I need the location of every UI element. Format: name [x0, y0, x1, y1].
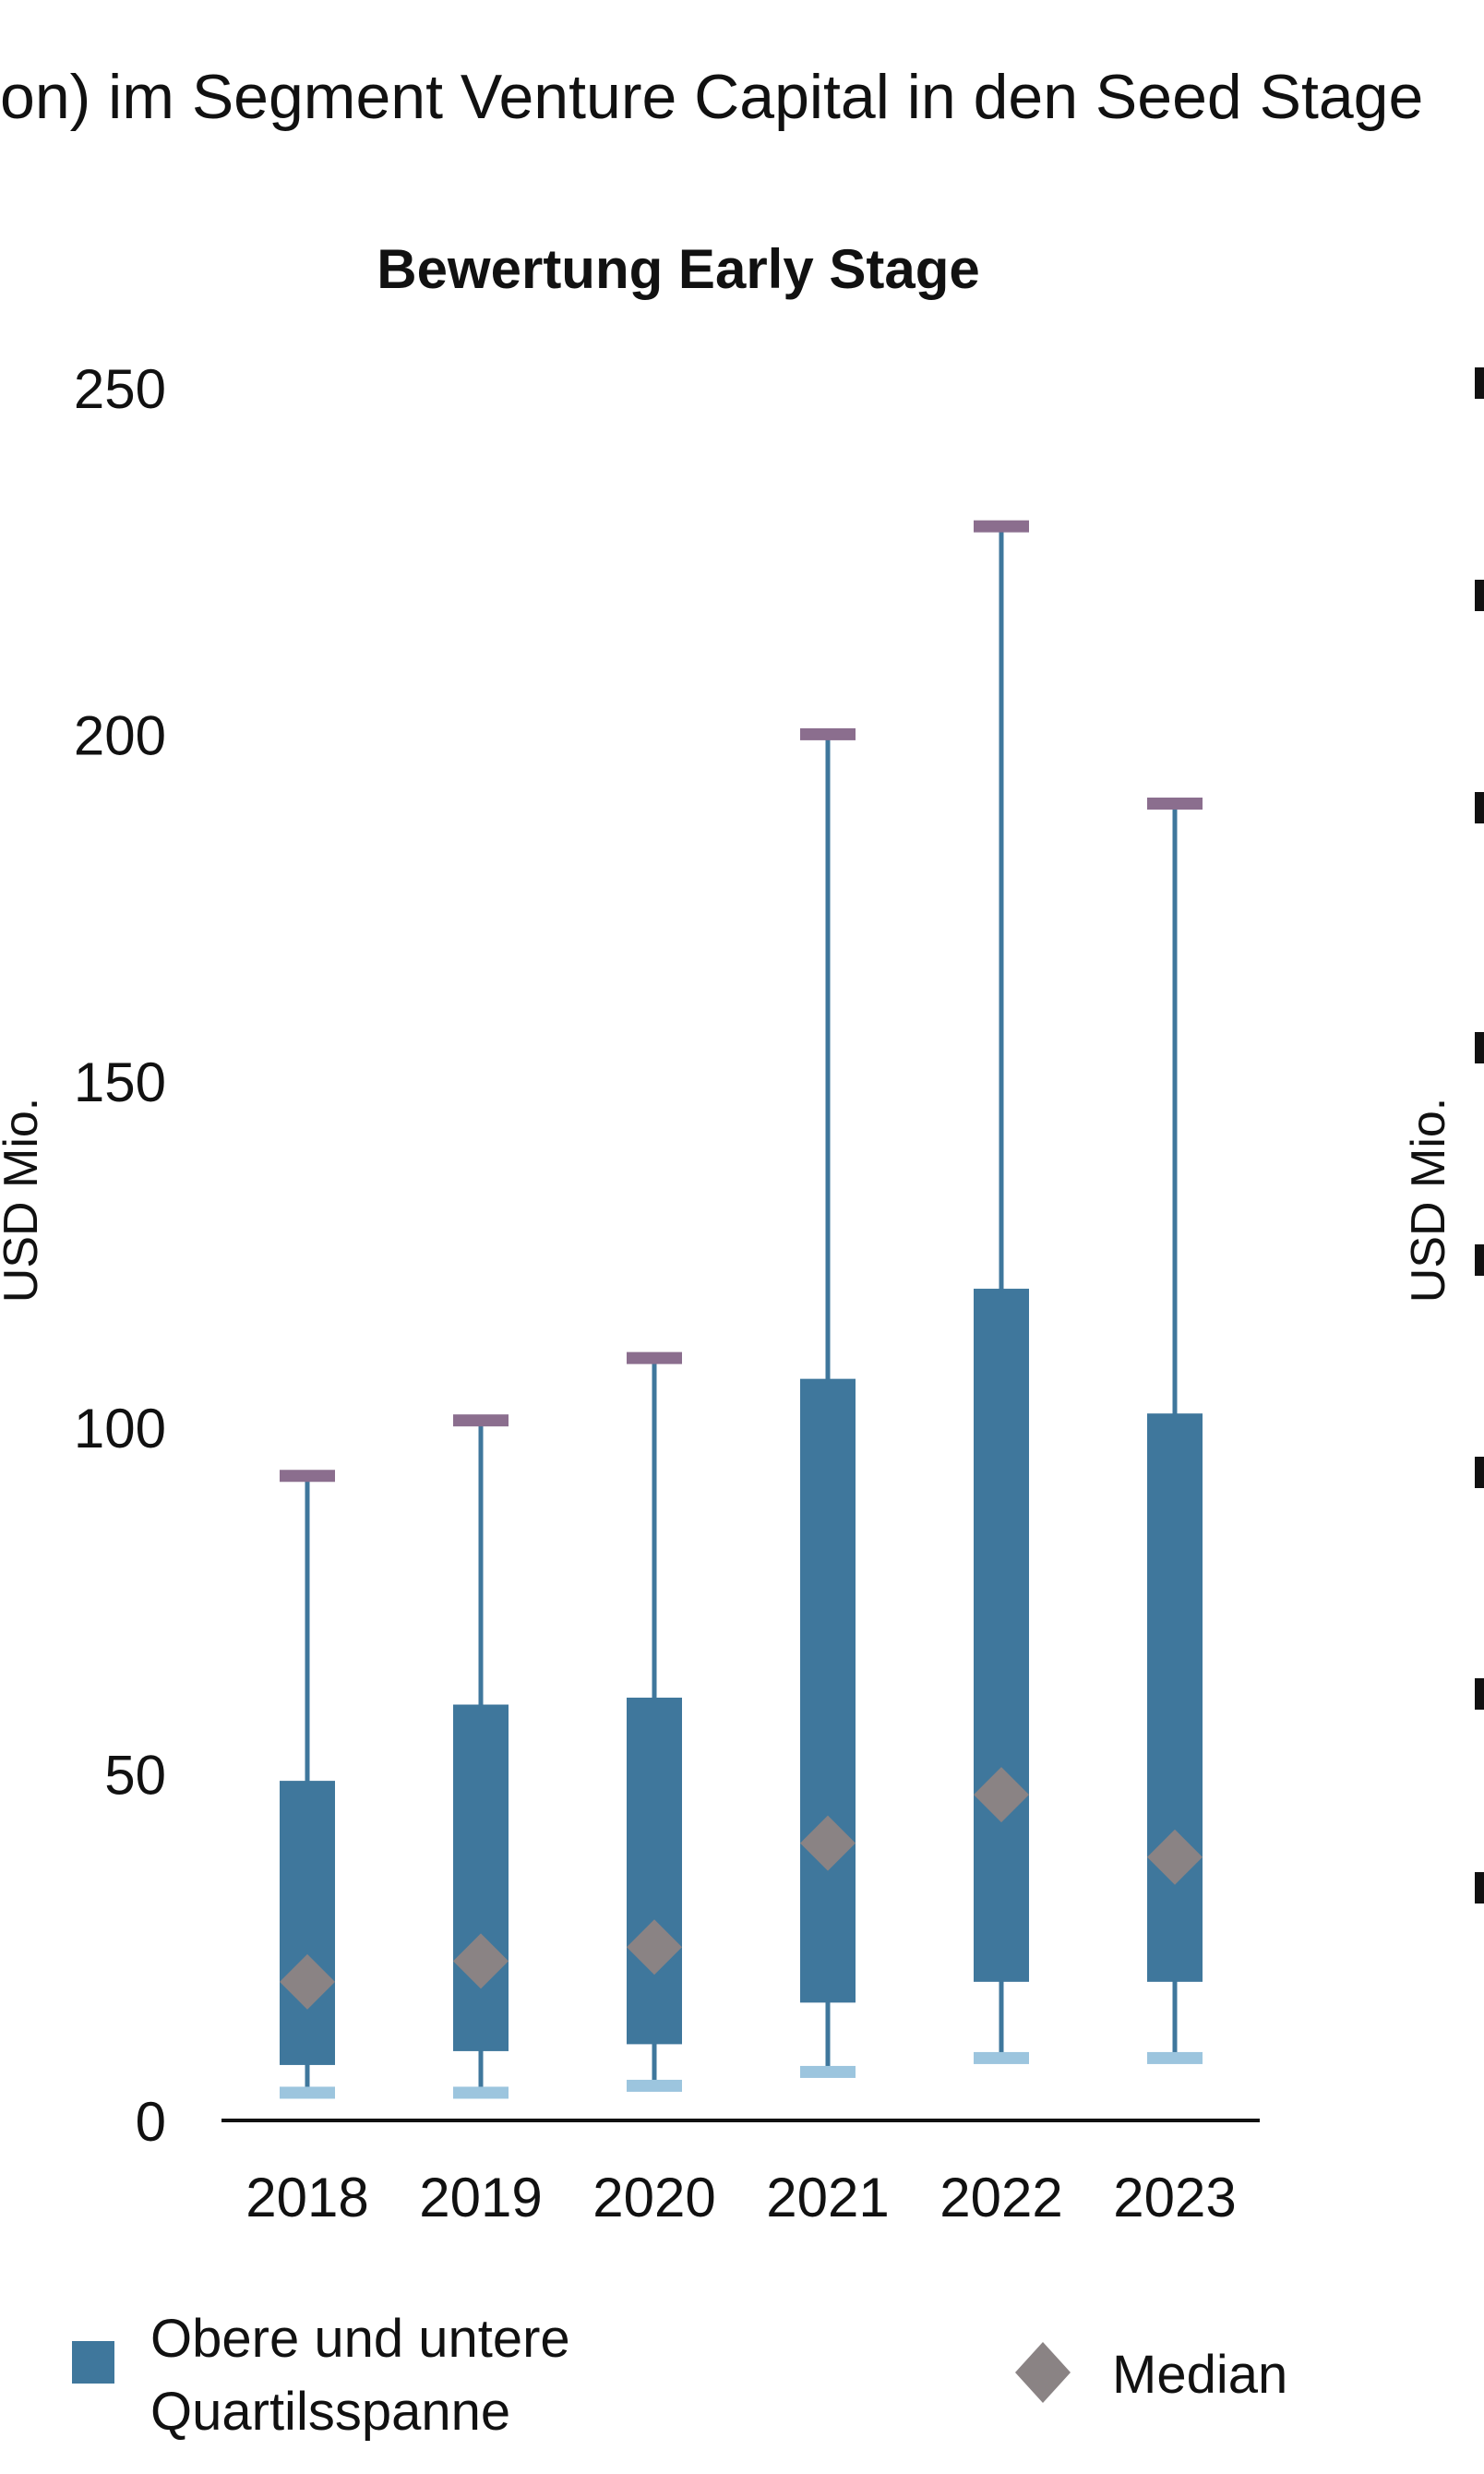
whisker-cap-low	[453, 2086, 509, 2099]
legend-median-diamond	[1015, 2342, 1071, 2403]
whisker-cap-high	[800, 727, 856, 740]
y-tick-label: 150	[74, 1051, 166, 1113]
legend-box-swatch	[72, 2341, 114, 2384]
iqr-box	[453, 1704, 509, 2051]
whisker-cap-low	[800, 2065, 856, 2078]
y-axis-label: USD Mio.	[0, 1098, 48, 1303]
legend-box-label-line1: Obere und untere	[150, 2309, 570, 2369]
box-group-2019	[453, 1414, 509, 2099]
box-group-2018	[280, 1470, 335, 2099]
chart-title: Bewertung Early Stage	[377, 238, 980, 300]
whisker-cap-high	[280, 1470, 335, 1483]
box-group-2020	[627, 1351, 682, 2092]
whisker-cap-high	[1147, 797, 1203, 810]
x-tick-label: 2020	[592, 2167, 715, 2228]
y-tick-label: 0	[136, 2091, 166, 2153]
whisker-cap-low	[627, 2079, 682, 2092]
median-marker	[627, 1919, 682, 1976]
iqr-box	[1147, 1413, 1203, 1982]
iqr-box	[800, 1378, 856, 2003]
y-tick-label: 50	[104, 1745, 166, 1807]
header-text: on) im Segment Venture Capital in den Se…	[0, 62, 1423, 132]
right-panel-y-axis-label: USD Mio.	[1402, 1098, 1455, 1303]
whisker-cap-high	[974, 520, 1029, 533]
x-tick-label: 2023	[1113, 2167, 1236, 2228]
median-marker	[453, 1933, 509, 1989]
median-marker	[1147, 1829, 1203, 1885]
y-tick-label: 200	[74, 704, 166, 766]
iqr-box	[280, 1781, 335, 2065]
whisker-cap-high	[453, 1414, 509, 1427]
median-marker	[280, 1953, 335, 2010]
whisker-cap-high	[627, 1351, 682, 1364]
iqr-box	[974, 1289, 1029, 1982]
iqr-box	[627, 1698, 682, 2045]
y-tick-label: 100	[74, 1398, 166, 1459]
x-tick-label: 2019	[419, 2167, 542, 2228]
whisker-cap-low	[974, 2051, 1029, 2064]
legend: Obere und untere Quartilsspanne Median	[72, 2309, 1287, 2442]
x-tick-label: 2021	[766, 2167, 889, 2228]
box-group-2022	[974, 520, 1029, 2064]
median-marker	[974, 1767, 1029, 1823]
legend-median-label: Median	[1112, 2345, 1287, 2405]
plot-area	[280, 520, 1203, 2099]
median-marker	[800, 1815, 856, 1871]
y-tick-label: 250	[74, 358, 166, 420]
box-group-2021	[800, 727, 856, 2078]
y-axis-ticks: 0 50 100 150 200 250	[74, 358, 166, 2153]
x-tick-label: 2018	[245, 2167, 368, 2228]
whisker-cap-low	[280, 2086, 335, 2099]
x-axis-ticks: 2018 2019 2020 2021 2022 2023	[245, 2167, 1236, 2228]
x-tick-label: 2022	[939, 2167, 1062, 2228]
legend-box-label-line2: Quartilsspanne	[150, 2382, 510, 2442]
box-group-2023	[1147, 797, 1203, 2064]
whisker-cap-low	[1147, 2051, 1203, 2064]
right-panel-ticks	[1475, 367, 1484, 1904]
